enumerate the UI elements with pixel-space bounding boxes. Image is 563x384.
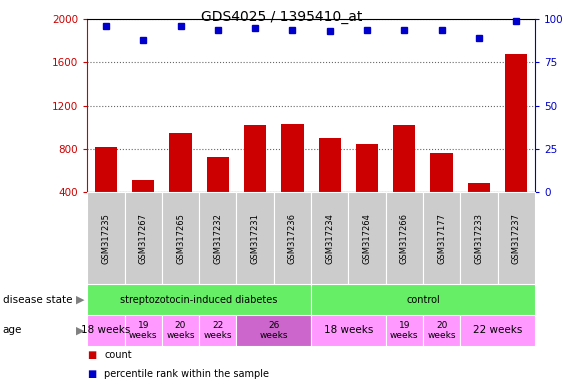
Bar [199, 192, 236, 284]
Text: 19
weeks: 19 weeks [390, 321, 418, 340]
Text: 19
weeks: 19 weeks [129, 321, 158, 340]
Text: GDS4025 / 1395410_at: GDS4025 / 1395410_at [201, 10, 362, 23]
Bar [505, 54, 528, 235]
Bar [311, 192, 348, 284]
Bar [282, 124, 303, 235]
Bar [386, 315, 423, 346]
Text: GSM317266: GSM317266 [400, 213, 409, 263]
Text: age: age [3, 325, 22, 335]
Bar [311, 284, 535, 315]
Bar [169, 132, 191, 235]
Bar [393, 125, 415, 235]
Bar [311, 315, 386, 346]
Text: GSM317233: GSM317233 [475, 213, 484, 263]
Text: GSM317236: GSM317236 [288, 213, 297, 263]
Bar [162, 192, 199, 284]
Text: 26
weeks: 26 weeks [260, 321, 288, 340]
Text: GSM317234: GSM317234 [325, 213, 334, 263]
Bar [423, 315, 461, 346]
Text: disease state: disease state [3, 295, 72, 305]
Bar [348, 192, 386, 284]
Text: GSM317231: GSM317231 [251, 213, 260, 263]
Bar [319, 138, 341, 235]
Bar [468, 184, 490, 235]
Bar [386, 192, 423, 284]
Bar [199, 315, 236, 346]
Bar [162, 315, 199, 346]
Text: GSM317267: GSM317267 [138, 213, 148, 263]
Bar [461, 192, 498, 284]
Text: GSM317235: GSM317235 [101, 213, 110, 263]
Text: GSM317265: GSM317265 [176, 213, 185, 263]
Bar [498, 192, 535, 284]
Bar [430, 153, 453, 235]
Bar [274, 192, 311, 284]
Text: ▶: ▶ [76, 295, 84, 305]
Text: count: count [104, 350, 132, 360]
Text: GSM317177: GSM317177 [437, 213, 446, 263]
Text: 18 weeks: 18 weeks [324, 325, 373, 335]
Bar [423, 192, 461, 284]
Text: streptozotocin-induced diabetes: streptozotocin-induced diabetes [120, 295, 278, 305]
Bar [124, 315, 162, 346]
Text: control: control [406, 295, 440, 305]
Bar [236, 192, 274, 284]
Text: 18 weeks: 18 weeks [81, 325, 131, 335]
Text: 22 weeks: 22 weeks [473, 325, 522, 335]
Bar [87, 284, 311, 315]
Text: GSM317237: GSM317237 [512, 213, 521, 263]
Text: GSM317232: GSM317232 [213, 213, 222, 263]
Bar [207, 157, 229, 235]
Bar [87, 192, 124, 284]
Text: percentile rank within the sample: percentile rank within the sample [104, 369, 269, 379]
Bar [132, 180, 154, 235]
Bar [87, 315, 124, 346]
Text: 20
weeks: 20 weeks [166, 321, 195, 340]
Bar [236, 315, 311, 346]
Text: 22
weeks: 22 weeks [204, 321, 232, 340]
Bar [244, 125, 266, 235]
Text: GSM317264: GSM317264 [363, 213, 372, 263]
Bar [461, 315, 535, 346]
Bar [95, 147, 117, 235]
Text: 20
weeks: 20 weeks [427, 321, 456, 340]
Text: ■: ■ [87, 369, 96, 379]
Bar [124, 192, 162, 284]
Bar [356, 144, 378, 235]
Text: ■: ■ [87, 350, 96, 360]
Text: ▶: ▶ [76, 325, 84, 335]
